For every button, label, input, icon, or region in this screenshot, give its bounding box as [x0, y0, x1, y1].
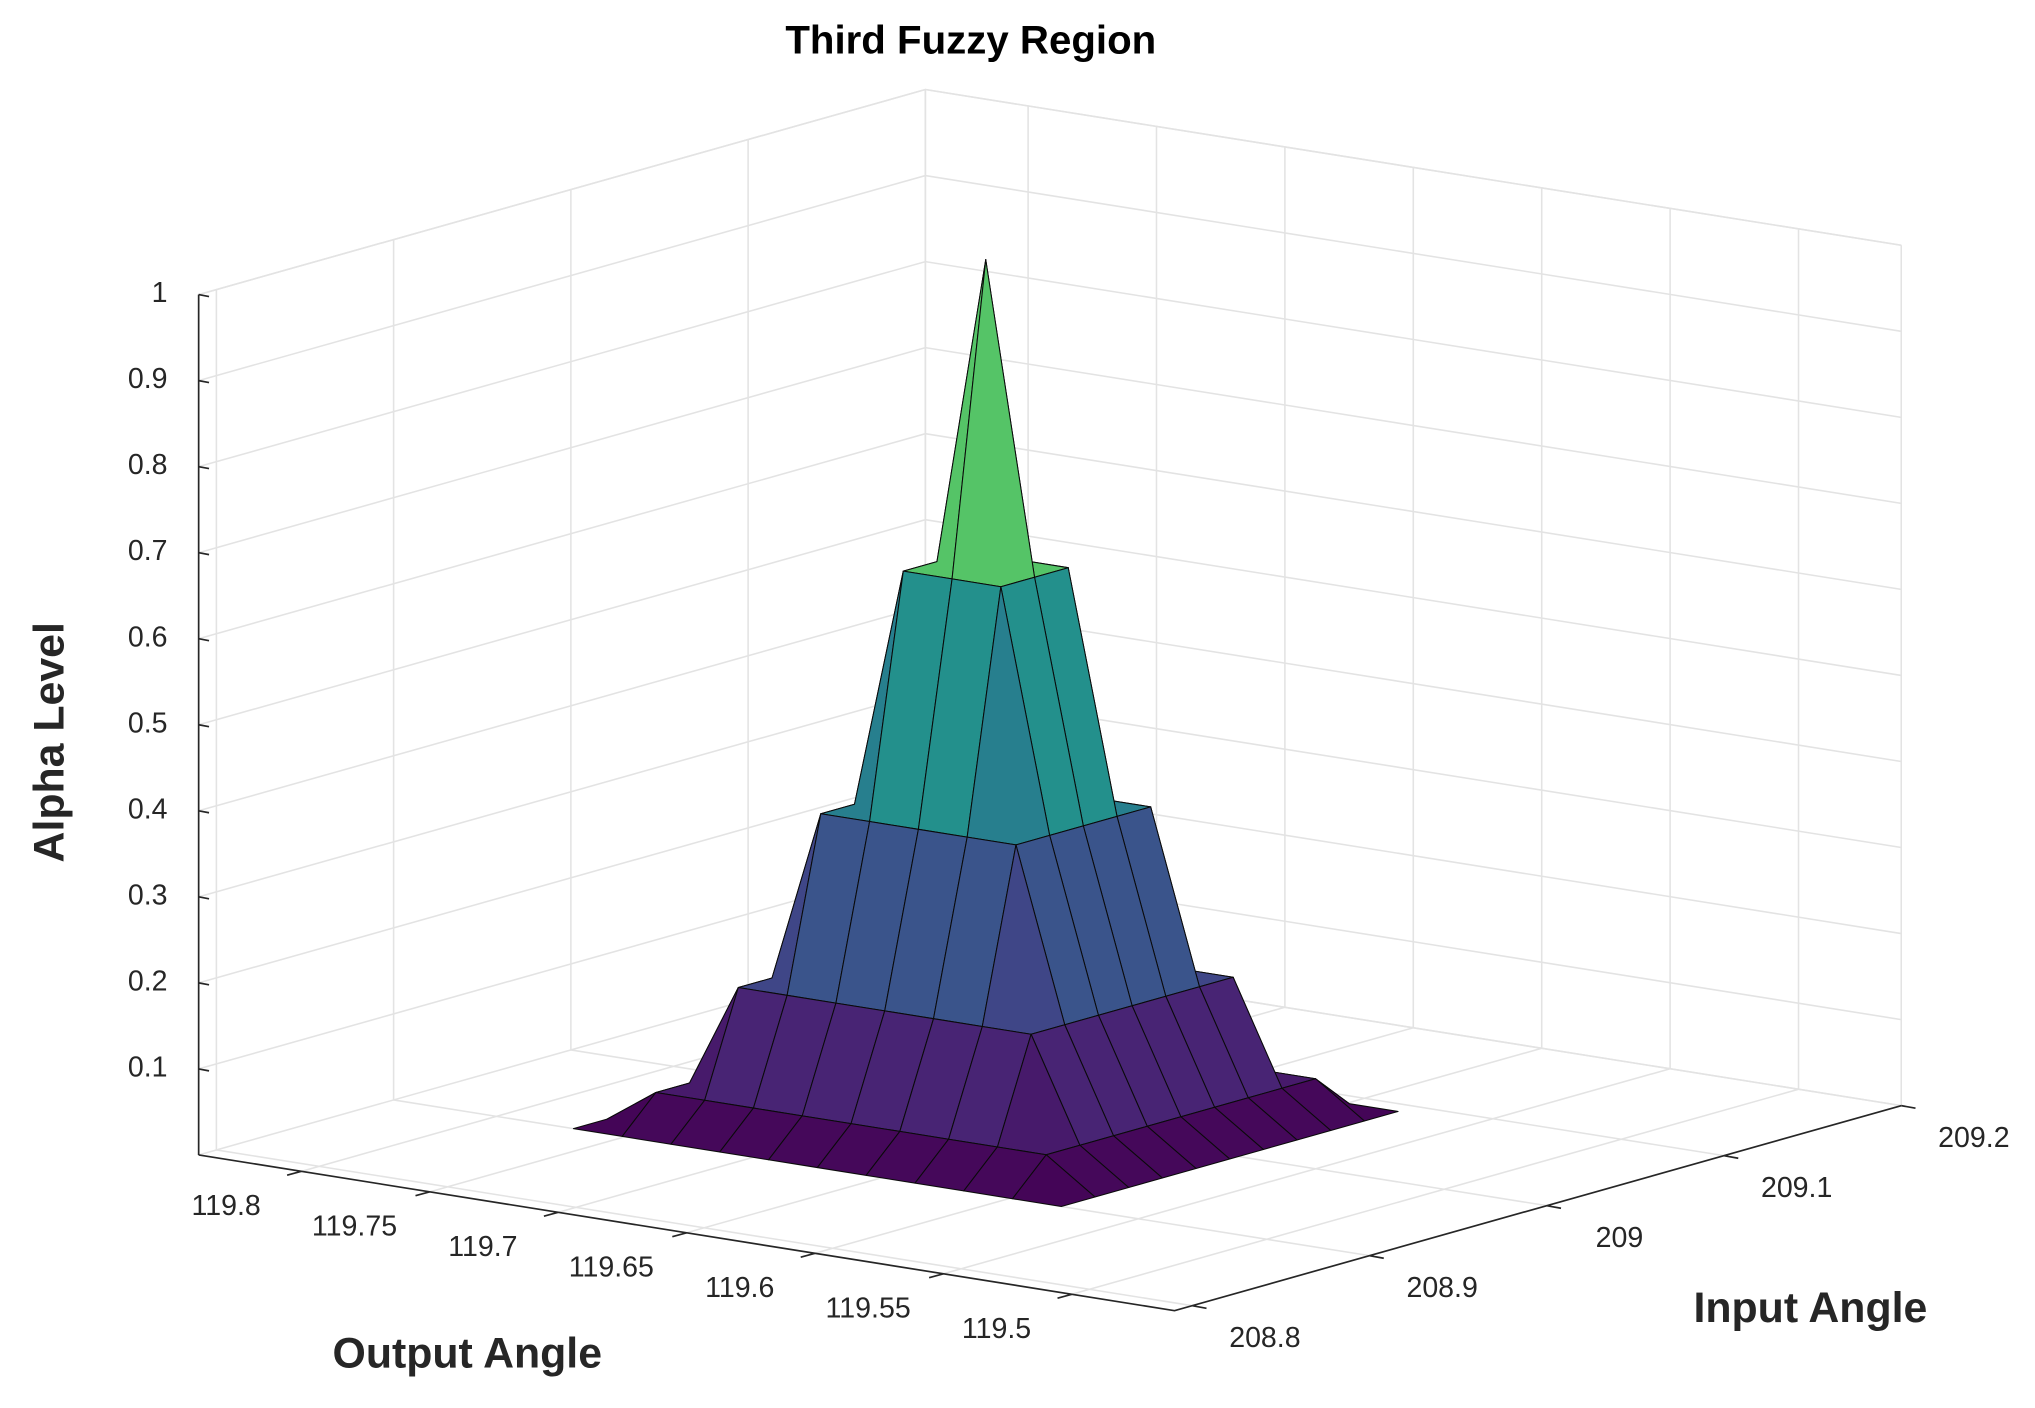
y-tick-mark — [1369, 1254, 1384, 1260]
z-tick-mark — [198, 809, 210, 814]
axes: 0.1 0.2 0.3 0.4 0.5 0.6 0.7 0.8 0.9 1 119.5 119.55 1… — [128, 277, 2010, 1354]
y-axis-label: Input Angle — [1693, 1284, 1927, 1332]
y-tick-label: 209.2 — [1938, 1122, 2009, 1154]
grid-line — [198, 260, 1902, 468]
x-tick-mark — [800, 1252, 816, 1259]
z-tick-mark — [198, 465, 210, 470]
x-tick-label: 119.6 — [705, 1272, 774, 1304]
y-tick-label: 209 — [1596, 1222, 1644, 1254]
z-tick-label: 0.9 — [128, 363, 168, 395]
z-tick-mark — [198, 551, 210, 556]
y-tick-label: 208.8 — [1229, 1322, 1300, 1354]
y-tick-mark — [1723, 1154, 1739, 1160]
x-tick-label: 119.5 — [962, 1313, 1031, 1345]
y-tick-mark — [1546, 1204, 1562, 1210]
grid-line — [198, 346, 1902, 554]
x-tick-mark — [415, 1191, 431, 1197]
grid-line — [198, 88, 1902, 296]
x-tick-mark — [286, 1170, 302, 1177]
z-tick-mark — [198, 293, 210, 298]
z-tick-label: 0.4 — [128, 793, 168, 825]
y-tick-label: 209.1 — [1761, 1172, 1832, 1204]
z-tick-mark — [198, 723, 210, 728]
x-tick-label: 119.65 — [569, 1252, 654, 1284]
z-tick-label: 0.3 — [128, 879, 168, 911]
grid-line — [198, 174, 1902, 382]
x-tick-label: 119.75 — [312, 1211, 397, 1243]
y-tick-mark — [1192, 1304, 1207, 1310]
surface — [572, 259, 1399, 1208]
x-tick-mark — [1057, 1293, 1073, 1299]
z-tick-label: 0.7 — [128, 535, 168, 567]
z-tick-mark — [198, 1068, 210, 1072]
z-tick-mark — [198, 896, 210, 900]
chart-title: Third Fuzzy Region — [785, 17, 1156, 62]
z-tick-label: 0.5 — [128, 707, 168, 739]
x-tick-label: 119.7 — [448, 1231, 517, 1263]
z-tick-label: 0.8 — [128, 449, 168, 481]
y-tick-mark — [1901, 1104, 1916, 1110]
x-axis-label: Output Angle — [333, 1329, 603, 1377]
z-tick-label: 0.2 — [128, 965, 168, 997]
x-tick-label: 119.8 — [191, 1190, 260, 1222]
grid-line — [215, 289, 1193, 1307]
z-tick-label: 0.6 — [128, 621, 168, 653]
surface-patch — [1012, 1154, 1096, 1208]
z-axis-label: Alpha Level — [25, 622, 73, 862]
z-tick-label: 1 — [152, 277, 168, 309]
z-tick-mark — [198, 637, 210, 642]
x-tick-mark — [672, 1231, 687, 1238]
x-tick-label: 119.55 — [826, 1293, 911, 1325]
z-tick-mark — [198, 379, 210, 384]
axis-line — [198, 1104, 1902, 1312]
y-tick-label: 208.9 — [1406, 1272, 1477, 1304]
x-tick-mark — [928, 1272, 944, 1279]
box-edge — [198, 88, 1902, 296]
x-tick-mark — [543, 1211, 559, 1218]
z-tick-label: 0.1 — [128, 1051, 168, 1083]
z-tick-mark — [198, 982, 210, 986]
